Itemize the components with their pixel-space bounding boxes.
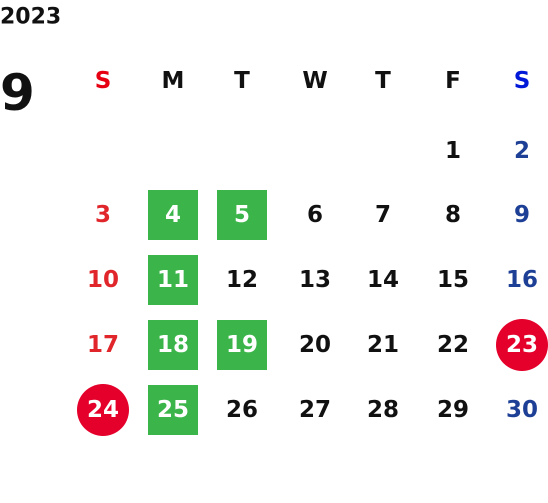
day: 18: [157, 332, 189, 358]
highlight-circle: [496, 319, 548, 371]
day: 2: [514, 138, 530, 164]
day: 16: [506, 267, 538, 293]
weekday-label: F: [445, 68, 461, 94]
day: 19: [226, 332, 258, 358]
day: 28: [367, 397, 399, 423]
day: 3: [95, 202, 111, 228]
day: 23: [506, 332, 538, 358]
weekday-label: T: [375, 68, 391, 94]
day: 4: [165, 202, 181, 228]
day: 6: [307, 202, 323, 228]
highlight-square: [148, 190, 198, 240]
weekday-label: T: [234, 68, 250, 94]
day: 12: [226, 267, 258, 293]
day: 25: [157, 397, 189, 423]
day: 27: [299, 397, 331, 423]
highlight-square: [217, 320, 267, 370]
weekday-label: M: [162, 68, 185, 94]
day: 8: [445, 202, 461, 228]
day: 11: [157, 267, 189, 293]
day: 26: [226, 397, 258, 423]
day: 9: [514, 202, 530, 228]
year: 2023: [0, 5, 61, 30]
day: 10: [87, 267, 119, 293]
weekday-label: S: [95, 68, 112, 94]
day: 15: [437, 267, 469, 293]
highlight-square: [148, 255, 198, 305]
day: 29: [437, 397, 469, 423]
day: 21: [367, 332, 399, 358]
day: 17: [87, 332, 119, 358]
day: 20: [299, 332, 331, 358]
highlight-square: [217, 190, 267, 240]
day: 30: [506, 397, 538, 423]
day: 5: [234, 202, 250, 228]
day: 22: [437, 332, 469, 358]
day: 24: [87, 397, 119, 423]
day: 1: [445, 138, 461, 164]
day: 14: [367, 267, 399, 293]
highlight-square: [148, 320, 198, 370]
highlight-circle: [77, 384, 129, 436]
highlight-square: [148, 385, 198, 435]
weekday-label: S: [514, 68, 531, 94]
day: 7: [375, 202, 391, 228]
day: 13: [299, 267, 331, 293]
month: 9: [0, 64, 35, 122]
weekday-label: W: [302, 68, 327, 94]
